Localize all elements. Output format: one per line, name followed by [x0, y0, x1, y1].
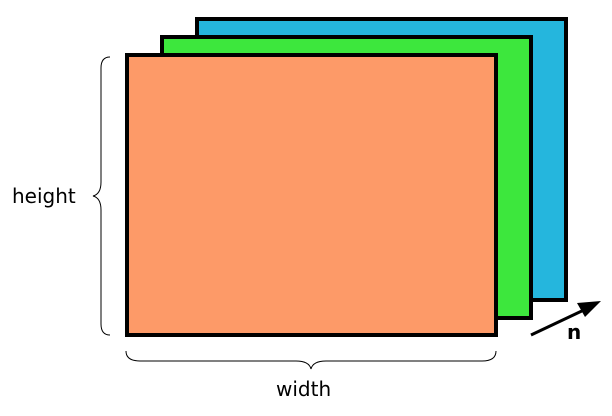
height-label: height — [12, 184, 76, 208]
normal-label: n — [567, 320, 581, 344]
normal-arrow-shaft — [530, 307, 587, 337]
width-label: width — [276, 377, 331, 401]
height-brace — [92, 56, 111, 336]
width-brace — [125, 350, 497, 370]
front-layer — [125, 53, 498, 337]
normal-arrow-head — [577, 301, 601, 317]
